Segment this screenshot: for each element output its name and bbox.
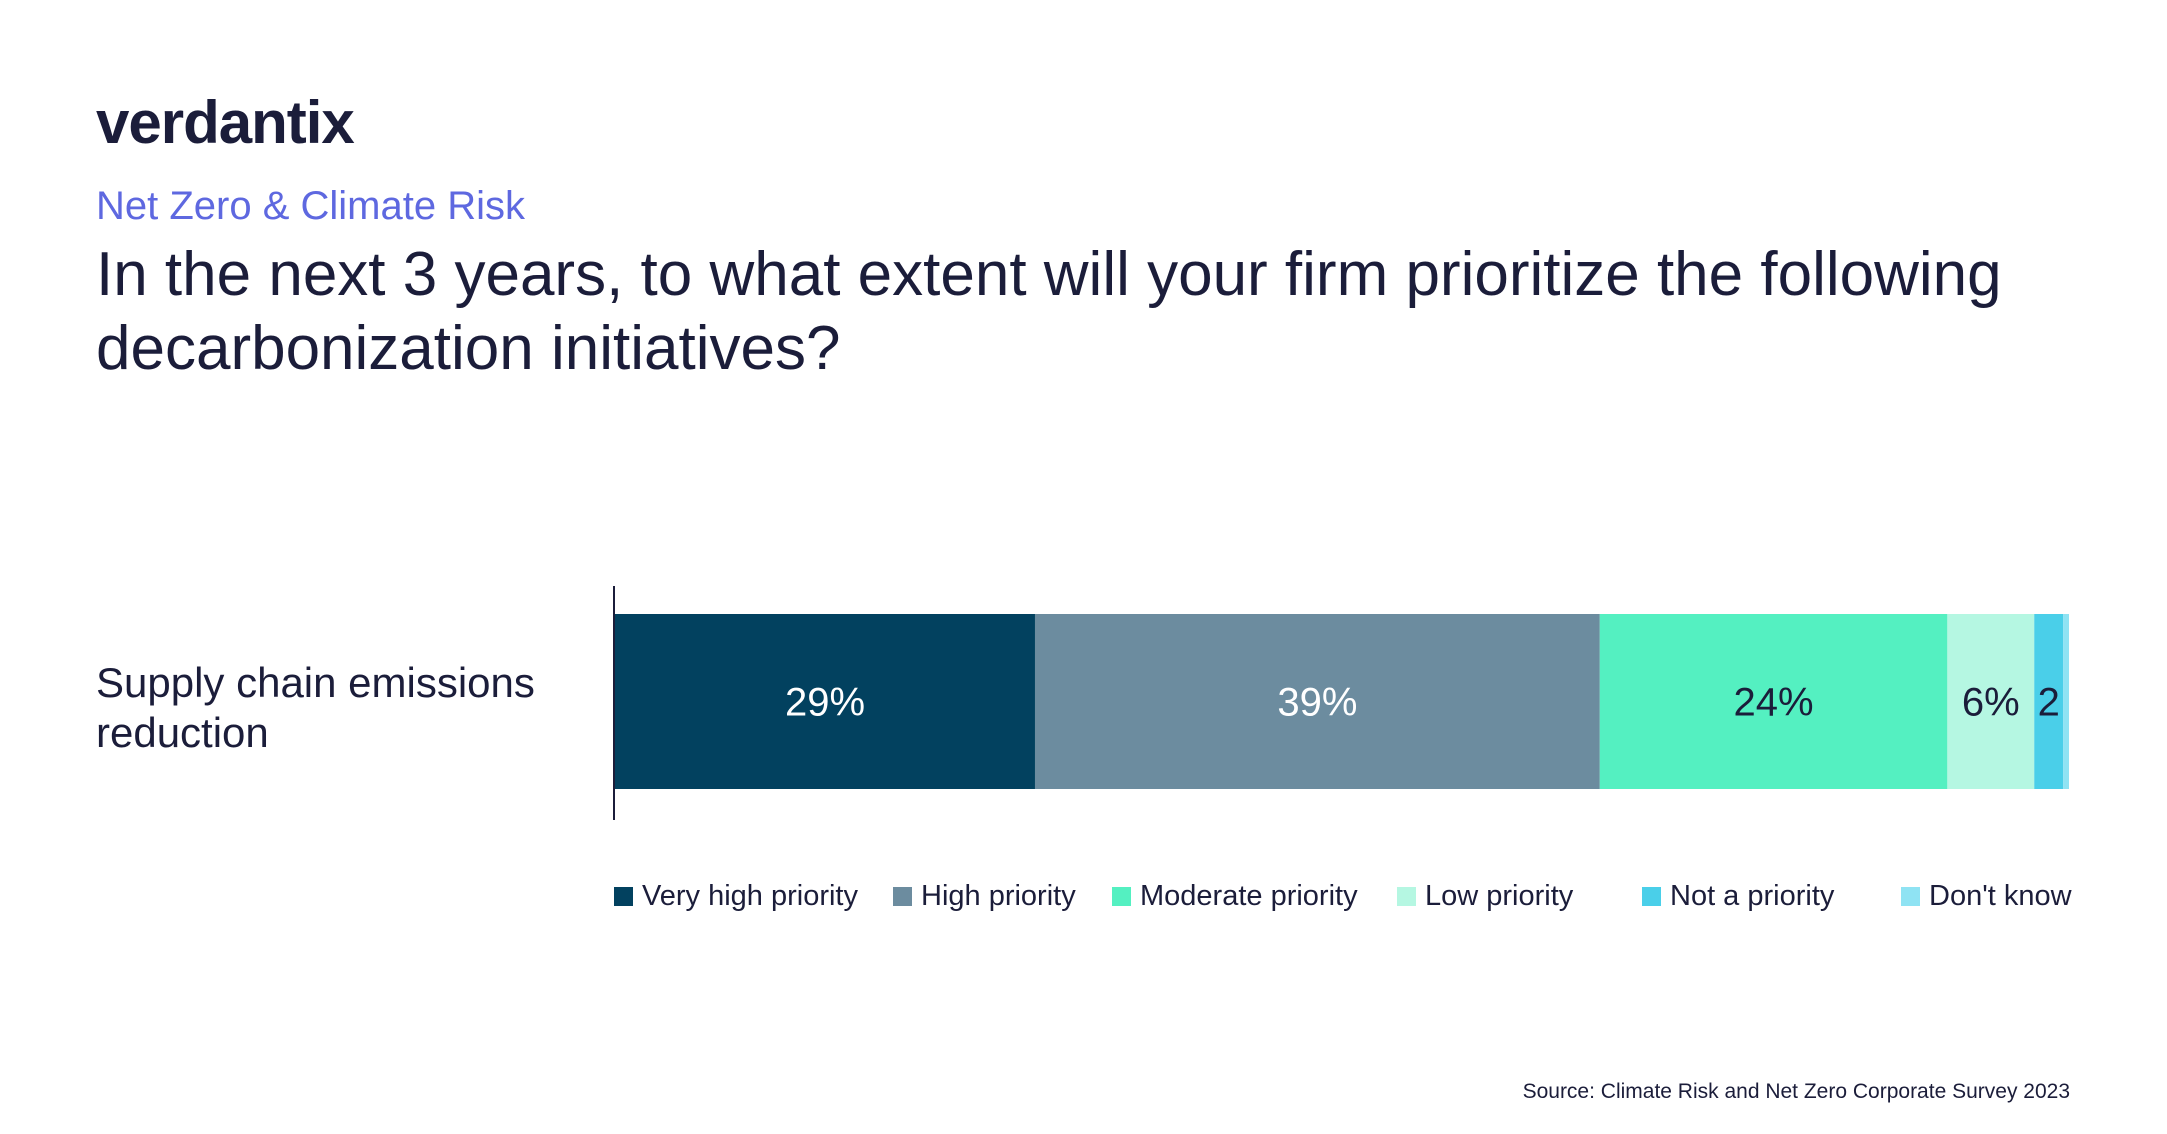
brand-logo: verdantix (96, 89, 355, 156)
data-label-high-priority: 39% (1277, 681, 1357, 725)
source-note: Source: Climate Risk and Net Zero Corpor… (1522, 1080, 2070, 1103)
legend-swatch (1642, 887, 1661, 906)
legend-label: Moderate priority (1140, 880, 1358, 912)
legend-label: Low priority (1425, 880, 1574, 912)
data-label-low-priority: 6% (1962, 681, 2020, 725)
legend-item-very-high-priority: Very high priority (614, 880, 858, 913)
bar-segment-high-priority (1034, 614, 1600, 789)
bar-segment-low-priority (1947, 614, 2035, 789)
legend-swatch (1397, 887, 1416, 906)
category-label: Supply chain emissions reduction (96, 659, 535, 756)
bar-segment-don-t-know (2063, 614, 2069, 789)
legend-label: Very high priority (642, 880, 858, 912)
data-label-moderate-priority: 24% (1734, 681, 1814, 725)
legend-label: Not a priority (1670, 880, 1835, 912)
legend-swatch (1112, 887, 1131, 906)
bar-segment-not-a-priority (2034, 614, 2064, 789)
legend-item-don-t-know: Don't know (1901, 880, 2072, 913)
chart-title: In the next 3 years, to what extent will… (96, 240, 2002, 383)
chart-subtitle: Net Zero & Climate Risk (96, 184, 525, 228)
data-label-not-a-priority: 2 (2038, 681, 2060, 725)
legend-swatch (1901, 887, 1920, 906)
bar-segment-very-high-priority (615, 614, 1035, 789)
legend-item-low-priority: Low priority (1397, 880, 1573, 913)
chart-legend: Very high priority High priority Moderate … (614, 880, 2080, 920)
legend-item-not-a-priority: Not a priority (1642, 880, 1834, 913)
bar-labels: 29% 39% 24% 6% 2 (785, 681, 2060, 725)
legend-label: High priority (921, 880, 1076, 912)
legend-swatch (614, 887, 633, 906)
data-label-very-high-priority: 29% (785, 681, 865, 725)
legend-label: Don't know (1929, 880, 2072, 912)
legend-swatch (893, 887, 912, 906)
legend-item-high-priority: High priority (893, 880, 1076, 913)
bar-segments (615, 614, 2069, 789)
legend-item-moderate-priority: Moderate priority (1112, 880, 1358, 913)
bar-segment-moderate-priority (1599, 614, 1948, 789)
